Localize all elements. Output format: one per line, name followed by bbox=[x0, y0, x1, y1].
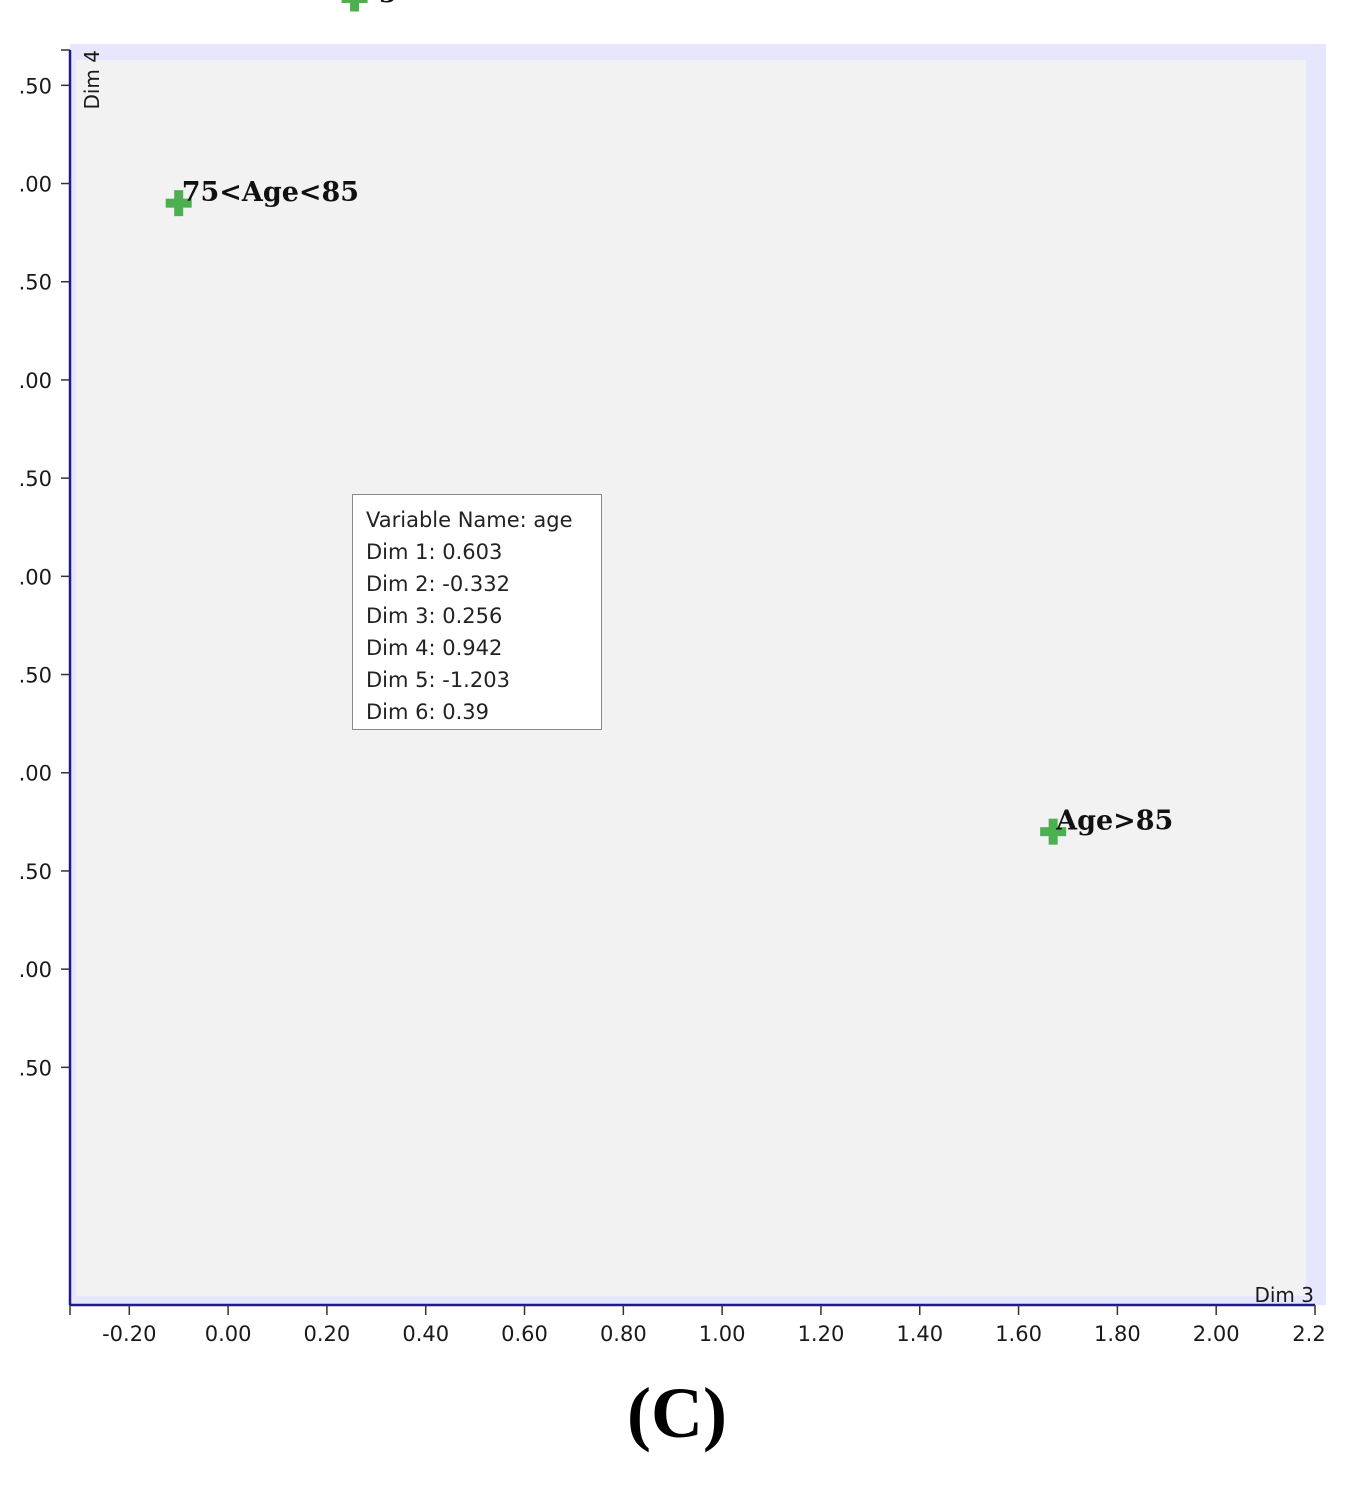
y-tick-label: .50 bbox=[19, 467, 52, 491]
figure-caption: (C) bbox=[627, 1373, 727, 1453]
tooltip-line: Dim 4: 0.942 bbox=[366, 636, 503, 660]
plus-marker-v bbox=[1048, 818, 1058, 845]
x-tick-label: 1.00 bbox=[699, 1322, 746, 1346]
tooltip-line: Dim 3: 0.256 bbox=[366, 604, 503, 628]
tooltip-line: Variable Name: age bbox=[366, 508, 573, 532]
y-tick-label: .00 bbox=[19, 762, 52, 786]
y-tick-label: .50 bbox=[19, 860, 52, 884]
point-label: Age<75 bbox=[357, 0, 475, 4]
data-point bbox=[341, 0, 368, 12]
plot-area bbox=[76, 60, 1306, 1296]
y-axis-title: Dim 4 bbox=[80, 50, 104, 110]
point-label: Age>85 bbox=[1055, 806, 1173, 837]
data-point bbox=[1040, 818, 1067, 845]
y-tick-label: .50 bbox=[19, 1056, 52, 1080]
x-tick-label: 1.60 bbox=[995, 1322, 1042, 1346]
x-axis-title: Dim 3 bbox=[1254, 1283, 1314, 1307]
y-tick-label: .50 bbox=[19, 74, 52, 98]
scatter-chart: .50 .00 .50 .00 .50 .00 .50 .00 .50 .00 .50 -0.20 0.… bbox=[19, 0, 1326, 1346]
tooltip-line: Dim 1: 0.603 bbox=[366, 540, 503, 564]
x-tick-label: 0.20 bbox=[304, 1322, 351, 1346]
x-tick-label: 1.80 bbox=[1094, 1322, 1141, 1346]
y-tick-label: .50 bbox=[19, 271, 52, 295]
x-tick-label: 1.20 bbox=[798, 1322, 845, 1346]
y-tick-label: .00 bbox=[19, 369, 52, 393]
x-tick-label: 2.2 bbox=[1292, 1322, 1325, 1346]
x-tick-label: 0.60 bbox=[501, 1322, 548, 1346]
y-tick-label: .00 bbox=[19, 565, 52, 589]
plus-marker-v bbox=[174, 190, 184, 217]
x-tick-label: 1.40 bbox=[896, 1322, 943, 1346]
y-tick-label: .00 bbox=[19, 173, 52, 197]
y-tick-label: .50 bbox=[19, 664, 52, 688]
plus-marker-v bbox=[350, 0, 360, 12]
x-tick-label: 0.80 bbox=[600, 1322, 647, 1346]
x-tick-label: 2.00 bbox=[1193, 1322, 1240, 1346]
y-tick-label: .00 bbox=[19, 958, 52, 982]
tooltip-line: Dim 2: -0.332 bbox=[366, 572, 510, 596]
x-tick-label: 0.40 bbox=[402, 1322, 449, 1346]
point-label: 75<Age<85 bbox=[182, 177, 359, 208]
tooltip-line: Dim 5: -1.203 bbox=[366, 668, 510, 692]
x-tick-label: -0.20 bbox=[102, 1322, 156, 1346]
data-point bbox=[165, 190, 192, 217]
x-tick-label: 0.00 bbox=[205, 1322, 252, 1346]
point-tooltip: Variable Name: age Dim 1: 0.603 Dim 2: -… bbox=[352, 494, 602, 730]
tooltip-line: Dim 6: 0.39 bbox=[366, 700, 490, 724]
